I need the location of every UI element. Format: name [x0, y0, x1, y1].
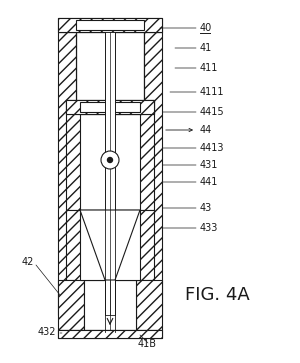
- Bar: [58, 280, 84, 330]
- Text: 43: 43: [200, 203, 212, 213]
- Text: 4111: 4111: [200, 87, 224, 97]
- Text: 42: 42: [22, 257, 34, 267]
- Bar: [66, 210, 154, 280]
- Bar: [144, 32, 162, 315]
- Bar: [80, 114, 140, 210]
- Text: 411: 411: [200, 63, 218, 73]
- Text: 431: 431: [200, 160, 218, 170]
- Circle shape: [107, 158, 112, 163]
- Bar: [84, 280, 136, 330]
- Text: 40: 40: [200, 23, 212, 33]
- Bar: [80, 210, 140, 280]
- Text: 4415: 4415: [200, 107, 225, 117]
- Bar: [105, 32, 115, 315]
- Bar: [76, 20, 144, 30]
- Text: 41B: 41B: [138, 339, 157, 349]
- Bar: [136, 280, 162, 330]
- Polygon shape: [80, 210, 140, 280]
- Text: 44: 44: [200, 125, 212, 135]
- Text: 432: 432: [38, 327, 56, 337]
- Bar: [58, 330, 162, 338]
- Text: 433: 433: [200, 223, 218, 233]
- Bar: [76, 32, 144, 315]
- Bar: [66, 100, 154, 114]
- Bar: [66, 100, 154, 114]
- Bar: [58, 32, 76, 315]
- Bar: [58, 330, 162, 338]
- Text: 441: 441: [200, 177, 218, 187]
- Text: 41: 41: [200, 43, 212, 53]
- Text: FIG. 4A: FIG. 4A: [185, 286, 250, 304]
- Bar: [58, 18, 162, 32]
- Bar: [58, 18, 162, 32]
- Text: 4413: 4413: [200, 143, 224, 153]
- Bar: [80, 102, 140, 112]
- Bar: [66, 100, 154, 210]
- Circle shape: [101, 151, 119, 169]
